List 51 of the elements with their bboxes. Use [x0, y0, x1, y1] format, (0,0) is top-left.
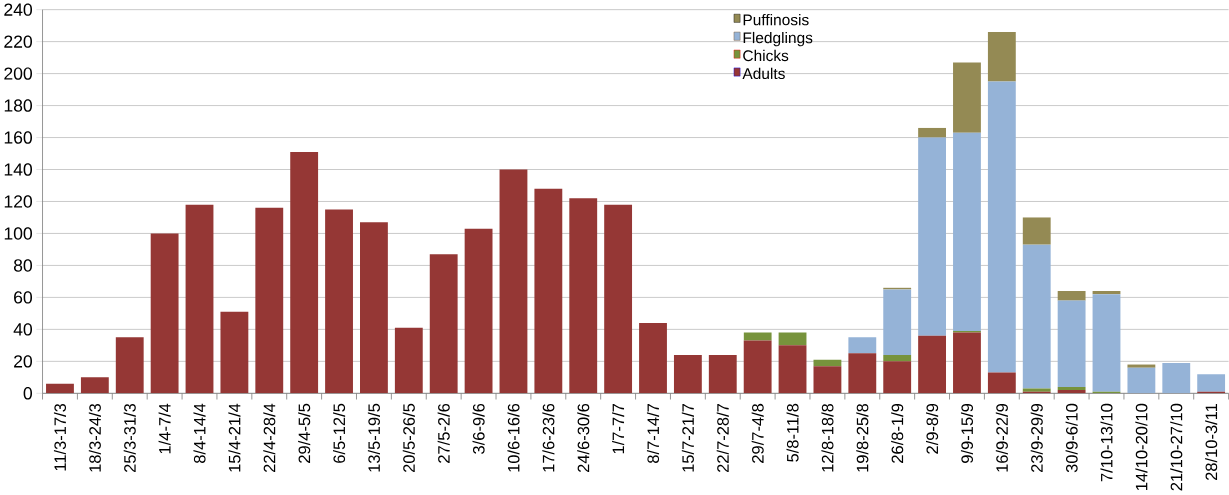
x-tick-label: 20/5-26/5: [402, 404, 415, 473]
y-tick-label: 200: [4, 67, 33, 80]
x-tick-label: 23/9-29/9: [1030, 404, 1043, 473]
x-tick-label: 29/4-5/5: [298, 404, 311, 464]
x-tick-label: 9/9-15/9: [960, 404, 974, 464]
x-tick-label: 6/5-12/5: [332, 404, 346, 464]
y-tick-label: 160: [4, 131, 33, 144]
legend-label: Puffinosis: [743, 14, 809, 26]
legend-label: Adults: [742, 67, 785, 80]
x-tick-label: 22/7-28/7: [716, 404, 729, 473]
x-tick-label: 26/8-1/9: [891, 404, 904, 464]
y-tick-label: 0: [23, 387, 33, 400]
x-tick-label: 21/10-27/10: [1170, 403, 1183, 491]
x-tick-label: 1/4-7/4: [158, 403, 171, 454]
x-tick-label: 1/7-7/7: [612, 404, 625, 454]
x-tick-label: 14/10-20/10: [1135, 403, 1148, 491]
x-tick-label: 7/10-13/10: [1100, 403, 1113, 482]
x-tick-label: 18/3-24/3: [88, 404, 101, 472]
x-tick-label: 24/6-30/6: [577, 404, 590, 473]
x-tick-label: 28/10-3/11: [1205, 404, 1218, 481]
y-tick-label: 100: [4, 227, 33, 240]
x-tick-label: 12/8-18/8: [821, 404, 834, 472]
x-tick-label: 13/5-19/5: [367, 404, 380, 472]
x-tick-label: 2/9-8/9: [926, 404, 939, 454]
x-tick-label: 8/7-14/7: [646, 404, 660, 464]
x-tick-label: 8/4-14/4: [193, 403, 206, 464]
y-tick-label: 140: [4, 163, 33, 176]
y-tick-label: 240: [4, 3, 33, 17]
x-tick-label: 16/9-22/9: [995, 404, 1008, 472]
x-tick-label: 15/4-21/4: [228, 403, 241, 472]
x-tick-label: 15/7-21/7: [681, 404, 694, 472]
x-tick-label: 22/4-28/4: [263, 403, 276, 473]
y-tick-label: 80: [13, 259, 33, 272]
x-tick-label: 5/8-11/8: [786, 404, 799, 462]
y-tick-label: 220: [4, 35, 33, 48]
x-tick-label: 25/3-31/3: [123, 404, 136, 473]
y-tick-label: 60: [14, 291, 33, 304]
x-tick-label: 30/9-6/10: [1065, 403, 1078, 473]
y-tick-label: 40: [13, 323, 33, 336]
x-tick-label: 27/5-2/6: [437, 404, 450, 464]
x-tick-label: 3/6-9/6: [472, 404, 485, 455]
y-tick-label: 120: [4, 195, 33, 208]
y-tick-label: 20: [14, 355, 33, 368]
y-tick-label: 180: [4, 99, 33, 112]
x-tick-label: 17/6-23/6: [542, 404, 555, 472]
x-tick-label: 29/7-4/8: [751, 404, 764, 464]
legend-label: Fledglings: [743, 32, 813, 47]
legend-label: Chicks: [743, 49, 789, 62]
x-tick-label: 10/6-16/6: [507, 404, 520, 472]
x-tick-label: 19/8-25/8: [856, 404, 869, 472]
x-tick-label: 11/3-17/3: [53, 404, 67, 471]
